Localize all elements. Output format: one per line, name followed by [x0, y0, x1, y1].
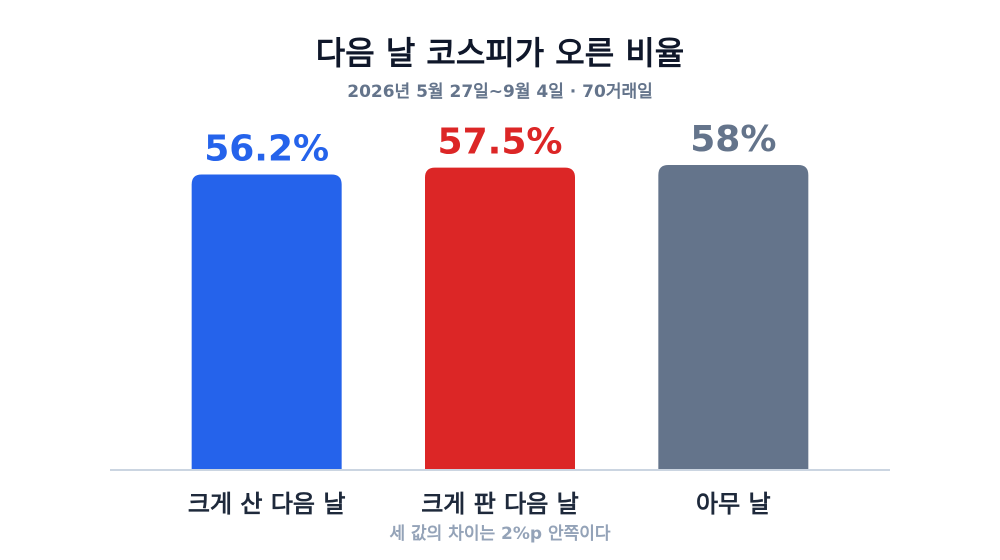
- value-label: 56.2%: [204, 128, 329, 169]
- chart-subtitle: 2026년 5월 27일~9월 4일 · 70거래일: [347, 82, 653, 102]
- bar: [191, 174, 342, 470]
- bar: [425, 167, 575, 471]
- bar: [658, 165, 809, 470]
- chart-title: 다음 날 코스피가 오른 비율: [316, 34, 684, 72]
- x-tick-label: 크게 산 다음 날: [188, 490, 346, 518]
- value-label: 57.5%: [438, 122, 563, 163]
- value-label: 58%: [690, 119, 776, 160]
- x-tick-label: 아무 날: [696, 490, 771, 518]
- x-tick-label: 크게 판 다음 날: [421, 490, 579, 518]
- annotation: 세 값의 차이는 2%p 안쪽이다: [389, 524, 610, 544]
